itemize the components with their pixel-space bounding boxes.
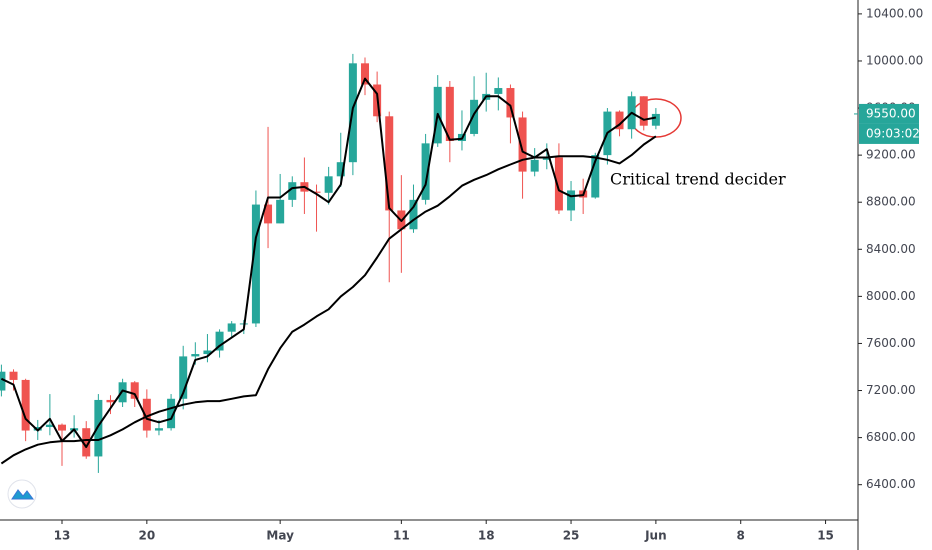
candle-body (118, 382, 127, 403)
x-tick-label: 13 (54, 529, 71, 543)
candle-body (639, 96, 648, 126)
moving-average-line (0, 77, 657, 448)
candle-body (506, 88, 515, 118)
countdown-box (859, 123, 919, 144)
candle-body (591, 155, 600, 198)
candle-body (409, 199, 418, 230)
candle-body (9, 371, 18, 380)
candle-body (154, 428, 163, 431)
x-tick-label: 18 (478, 529, 495, 543)
x-tick-label: 8 (737, 529, 745, 543)
candle-body (542, 157, 551, 160)
candle-body (324, 176, 333, 193)
y-tick-label: 8800.00 (866, 195, 916, 209)
candle-body (179, 356, 188, 399)
candle-body (421, 143, 430, 200)
x-tick-label: 25 (563, 529, 580, 543)
candle-body (82, 428, 91, 457)
candle-body (251, 204, 260, 324)
candle-body (518, 117, 527, 172)
y-tick-label: 8400.00 (866, 242, 916, 256)
x-tick-label: 11 (393, 529, 410, 543)
annotation: Critical trend decider (610, 170, 786, 189)
candle-body (264, 204, 273, 224)
countdown-label: 09:03:02 (866, 126, 920, 140)
y-tick-label: 7200.00 (866, 383, 916, 397)
candle-body (191, 354, 200, 357)
y-tick-label: 6800.00 (866, 430, 916, 444)
x-tick-label: Jun (644, 529, 667, 543)
last-price-box (859, 103, 919, 124)
moving-average-line (0, 135, 657, 465)
candle-body (494, 88, 503, 94)
candle-body (215, 331, 224, 351)
x-tick-label: 20 (138, 529, 155, 543)
candle-body (94, 399, 103, 457)
last-price-label: 9550.00 (866, 106, 916, 120)
candle-body (142, 398, 151, 431)
candle-body (45, 424, 54, 428)
candle-body (651, 113, 660, 126)
x-tick-label: May (266, 529, 294, 543)
candle-body (167, 398, 176, 429)
candle-body (0, 371, 6, 391)
candle-body (106, 399, 115, 403)
logo (7, 479, 37, 509)
candle-body (33, 427, 42, 431)
candle-body (227, 323, 236, 332)
candle-body (276, 199, 285, 224)
candle-body (615, 111, 624, 130)
y-tick-label: 10000.00 (866, 53, 923, 67)
y-tick-label: 7600.00 (866, 336, 916, 350)
y-tick-label: 10400.00 (866, 6, 923, 20)
candle-body (554, 157, 563, 211)
candle-body (567, 190, 576, 211)
candle-body (288, 182, 297, 200)
candle-body (470, 99, 479, 134)
y-tick-label: 8000.00 (866, 289, 916, 303)
candle-body (21, 379, 30, 431)
candle-body (530, 159, 539, 172)
y-tick-label: 9200.00 (866, 148, 916, 162)
candle-body (130, 382, 139, 399)
candle-body (385, 116, 394, 211)
candle-body (312, 191, 321, 193)
candle-body (336, 162, 345, 177)
x-tick-label: 15 (817, 529, 834, 543)
candle-body (445, 86, 454, 142)
candle-body (203, 350, 212, 355)
y-tick-label: 6400.00 (866, 477, 916, 491)
candle-body (361, 63, 369, 85)
candle-body (58, 424, 66, 431)
